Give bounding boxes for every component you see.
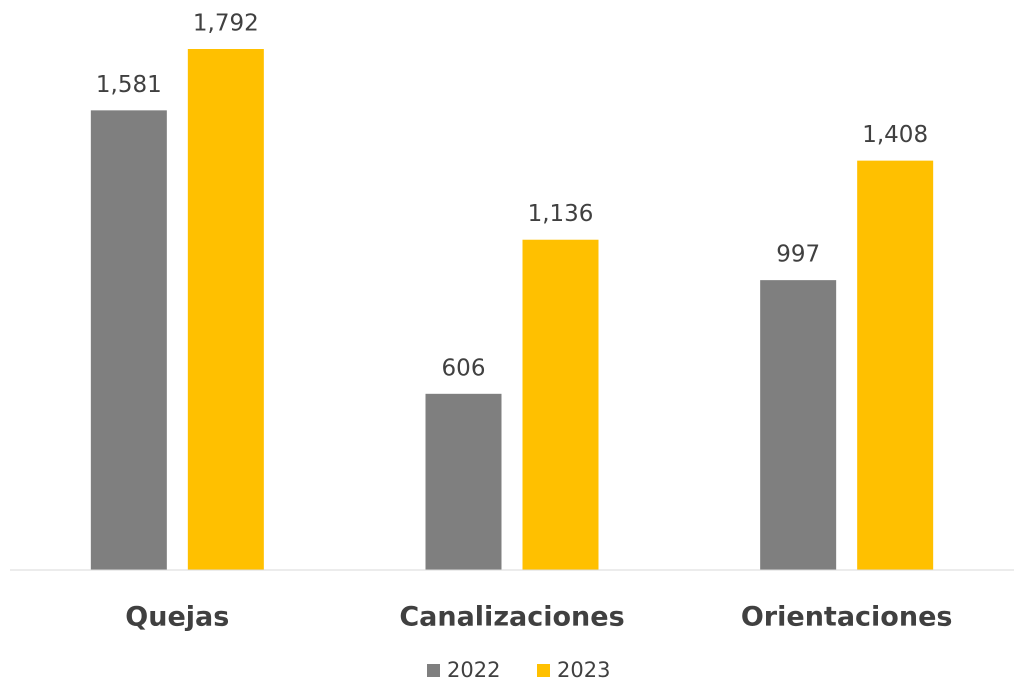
data-label: 1,136 xyxy=(528,201,594,227)
bar xyxy=(522,239,599,571)
x-tick-label: Quejas xyxy=(125,602,229,633)
data-label: 1,792 xyxy=(193,11,259,37)
data-label: 1,408 xyxy=(862,122,928,148)
bar xyxy=(90,110,167,570)
legend-label: 2023 xyxy=(557,658,610,682)
data-label: 606 xyxy=(442,355,486,381)
bar xyxy=(425,393,502,570)
x-tick-label: Orientaciones xyxy=(741,602,953,633)
legend-label: 2022 xyxy=(447,658,500,682)
data-label: 1,581 xyxy=(96,72,162,98)
bar xyxy=(857,160,934,570)
x-tick-label: Canalizaciones xyxy=(399,602,624,633)
legend-swatch xyxy=(427,664,440,677)
bar xyxy=(187,49,264,570)
data-label: 997 xyxy=(776,242,820,268)
legend-swatch xyxy=(537,664,550,677)
bar xyxy=(760,280,837,570)
